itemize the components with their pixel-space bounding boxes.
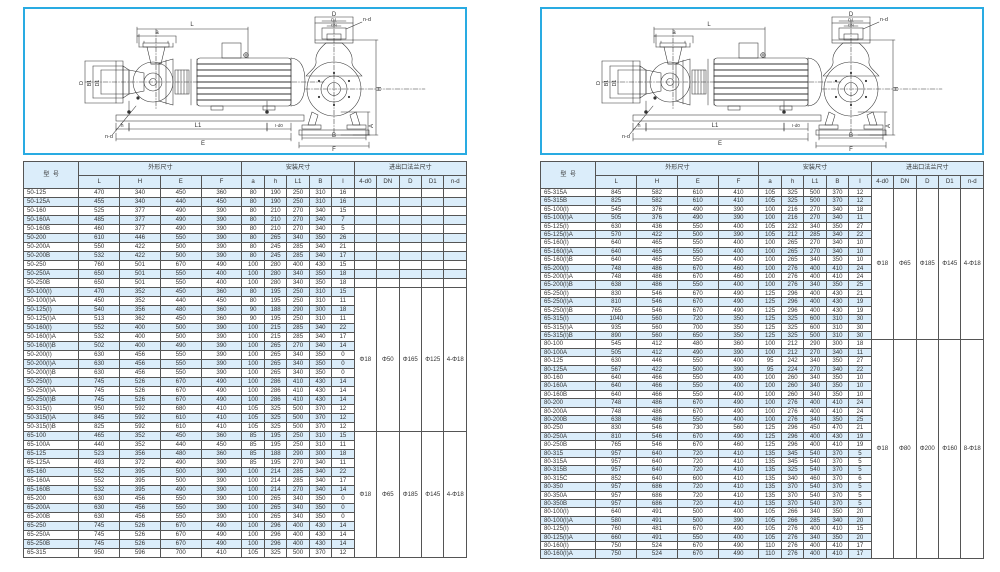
svg-text:D: D <box>79 81 85 85</box>
svg-text:A: A <box>886 124 892 128</box>
svg-text:F: F <box>849 147 853 153</box>
svg-text:a: a <box>672 30 676 36</box>
svg-text:H: H <box>377 87 383 91</box>
svg-text:B1: B1 <box>87 80 93 86</box>
svg-text:D1: D1 <box>95 80 101 87</box>
svg-text:h: h <box>637 123 640 129</box>
svg-text:D1: D1 <box>612 80 618 87</box>
svg-text:n-d: n-d <box>622 134 630 140</box>
svg-text:B: B <box>849 133 853 139</box>
svg-text:DN: DN <box>331 23 337 28</box>
svg-text:A: A <box>369 124 375 128</box>
svg-text:E: E <box>201 141 205 147</box>
svg-text:L: L <box>707 22 711 28</box>
svg-text:DN: DN <box>848 23 854 28</box>
svg-text:I-d0: I-d0 <box>275 123 283 128</box>
svg-text:h: h <box>120 123 123 129</box>
svg-text:E: E <box>718 141 722 147</box>
svg-text:B1: B1 <box>604 80 610 86</box>
svg-text:L1: L1 <box>195 123 202 129</box>
svg-text:n-d: n-d <box>105 134 113 140</box>
svg-text:L: L <box>190 22 194 28</box>
svg-text:L1: L1 <box>712 123 719 129</box>
svg-text:F: F <box>332 147 336 153</box>
svg-text:H: H <box>894 87 900 91</box>
svg-text:I-d0: I-d0 <box>792 123 800 128</box>
svg-text:B: B <box>332 133 336 139</box>
svg-text:n-d: n-d <box>880 17 888 23</box>
svg-text:a: a <box>155 30 159 36</box>
svg-text:D: D <box>596 81 602 85</box>
svg-text:n-d: n-d <box>363 17 371 23</box>
